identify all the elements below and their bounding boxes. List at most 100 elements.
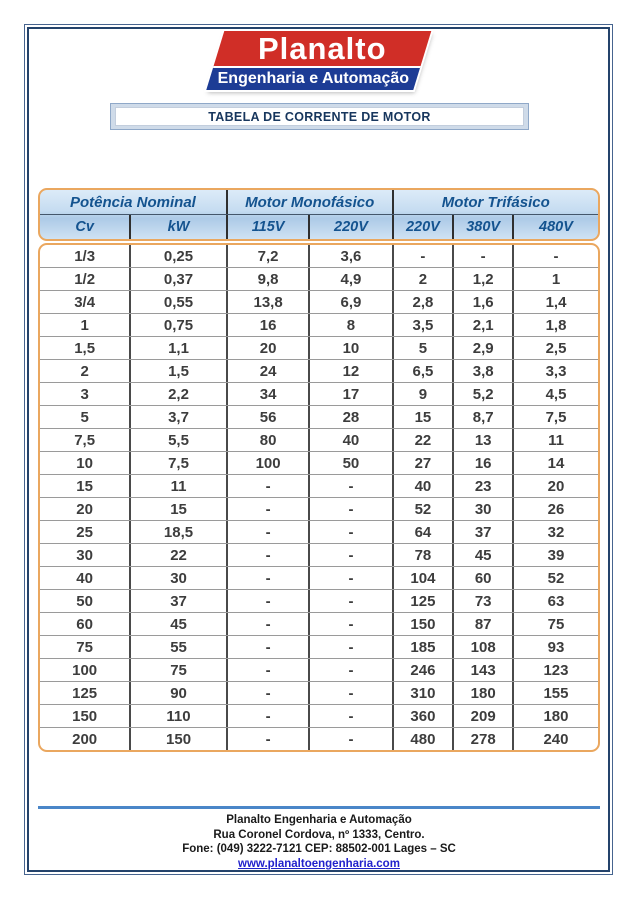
table-row: 30 22- -78 45 39 (40, 543, 598, 566)
table-cell: 24 (225, 360, 309, 382)
table-row: 200 150- -480 278 240 (40, 727, 598, 750)
footer-divider (38, 806, 600, 809)
table-cell: 14 (512, 452, 598, 474)
table-row: 40 30- -104 60 52 (40, 566, 598, 589)
table-cell: - (308, 544, 391, 566)
table-cell: 22 (391, 429, 453, 451)
table-cell: - (308, 682, 391, 704)
table-cell: 3,7 (129, 406, 226, 428)
table-cell: 20 (76, 500, 93, 518)
page-border (24, 24, 613, 875)
table-cell: 15 (129, 498, 226, 520)
footer: Planalto Engenharia e Automação Rua Coro… (0, 813, 638, 871)
table-cell: 1 (512, 268, 598, 290)
table-cell: 52 (512, 567, 598, 589)
table-cell: 17 (308, 383, 391, 405)
table-cell: 5,5 (129, 429, 226, 451)
table-group-header: Potência Nominal (69, 193, 196, 211)
table-cell: 93 (512, 636, 598, 658)
table-cell: 78 (391, 544, 453, 566)
table-column-header: 480V (512, 215, 598, 239)
table-cell: 3/4 (74, 293, 96, 311)
table-group-row: Potência Nominal Motor Monofásico Motor Tr… (40, 190, 598, 215)
table-row: 1/2 0,37 9,8 4,9 2 1,2 1 (40, 267, 598, 290)
table-cell: - (225, 682, 309, 704)
page-title: TABELA DE CORRENTE DE MOTOR (115, 107, 524, 126)
table-cell: 40 (391, 475, 453, 497)
table-row: 150 110- -360 209 180 (40, 704, 598, 727)
table-row: 1/3 0,25 7,2 3,6- - - (40, 245, 598, 267)
table-cell: 18,5 (129, 521, 226, 543)
table-cell: 0,37 (129, 268, 226, 290)
table-cell: 26 (512, 498, 598, 520)
table-cell: 63 (512, 590, 598, 612)
table-cell: - (225, 590, 309, 612)
table-row: 3 2,2 34 17 9 5,2 4,5 (40, 382, 598, 405)
table-cell: 45 (129, 613, 226, 635)
table-cell: 480 (391, 728, 453, 750)
table-row: 5 3,7 56 28 15 8,7 7,5 (40, 405, 598, 428)
table-cell: - (225, 567, 309, 589)
logo-wordmark-text: Planalto (258, 31, 387, 66)
table-cell: - (225, 475, 309, 497)
table-cell: 1,4 (512, 291, 598, 313)
table-cell: - (225, 705, 309, 727)
table-cell: 16 (225, 314, 309, 336)
table-cell: 1/3 (74, 247, 96, 265)
table-cell: 16 (452, 452, 512, 474)
table-cell: 28 (308, 406, 391, 428)
table-cell: 55 (129, 636, 226, 658)
table-cell: 9,8 (225, 268, 309, 290)
table-cell: 64 (391, 521, 453, 543)
table-cell: 8 (308, 314, 391, 336)
table-cell: 150 (391, 613, 453, 635)
table-cell: - (225, 544, 309, 566)
table-cell: 37 (452, 521, 512, 543)
table-cell: 12 (308, 360, 391, 382)
table-cell: 5 (391, 337, 453, 359)
table-cell: - (308, 613, 391, 635)
logo-tagline: Engenharia e Automação (206, 66, 422, 90)
table-cell: 7,5 (74, 431, 96, 449)
table-cell: 180 (512, 705, 598, 727)
table-cell: 39 (512, 544, 598, 566)
table-cell: 3,3 (512, 360, 598, 382)
footer-website-link[interactable]: www.planaltoengenharia.com (238, 857, 400, 870)
logo-parallelogram: Planalto Engenharia e Automação (206, 31, 432, 90)
table-cell: 150 (72, 707, 98, 725)
table-cell: - (308, 659, 391, 681)
table-cell: 2,2 (129, 383, 226, 405)
table-cell: - (225, 659, 309, 681)
table-cell: 125 (391, 590, 453, 612)
logo-tagline-text: Engenharia e Automação (217, 70, 410, 87)
table-cell: 108 (452, 636, 512, 658)
table-cell: 50 (308, 452, 391, 474)
table-cell: 1 (80, 316, 89, 334)
table-cell: 60 (76, 615, 93, 633)
table-cell: 1/2 (74, 270, 96, 288)
table-cell: 246 (391, 659, 453, 681)
table-cell: 40 (76, 569, 93, 587)
table-cell: - (308, 567, 391, 589)
table-header: Potência Nominal Motor Monofásico Motor Tr… (38, 188, 600, 241)
table-cell: 60 (452, 567, 512, 589)
table-cell: 4,5 (512, 383, 598, 405)
table-cell: 50 (76, 592, 93, 610)
table-cell: 73 (452, 590, 512, 612)
table-column-header: 115V (225, 215, 309, 239)
table-cell: 1,5 (129, 360, 226, 382)
table-row: 25 18,5- -64 37 32 (40, 520, 598, 543)
logo-wordmark: Planalto (213, 31, 432, 66)
table-cell: - (512, 245, 598, 267)
table-row: 1 0,75 16 8 3,5 2,1 1,8 (40, 313, 598, 336)
table-cell: 7,5 (512, 406, 598, 428)
footer-address: Rua Coronel Cordova, nº 1333, Centro. (213, 828, 425, 841)
table-column-header: kW (129, 215, 226, 239)
table-cell: 2,9 (452, 337, 512, 359)
table-cell: 2,8 (391, 291, 453, 313)
table-cell: 143 (452, 659, 512, 681)
table-column-header: 220V (308, 215, 391, 239)
table-cell: 0,75 (129, 314, 226, 336)
table-cell: 6,5 (391, 360, 453, 382)
table-row: 15 11- -40 23 20 (40, 474, 598, 497)
